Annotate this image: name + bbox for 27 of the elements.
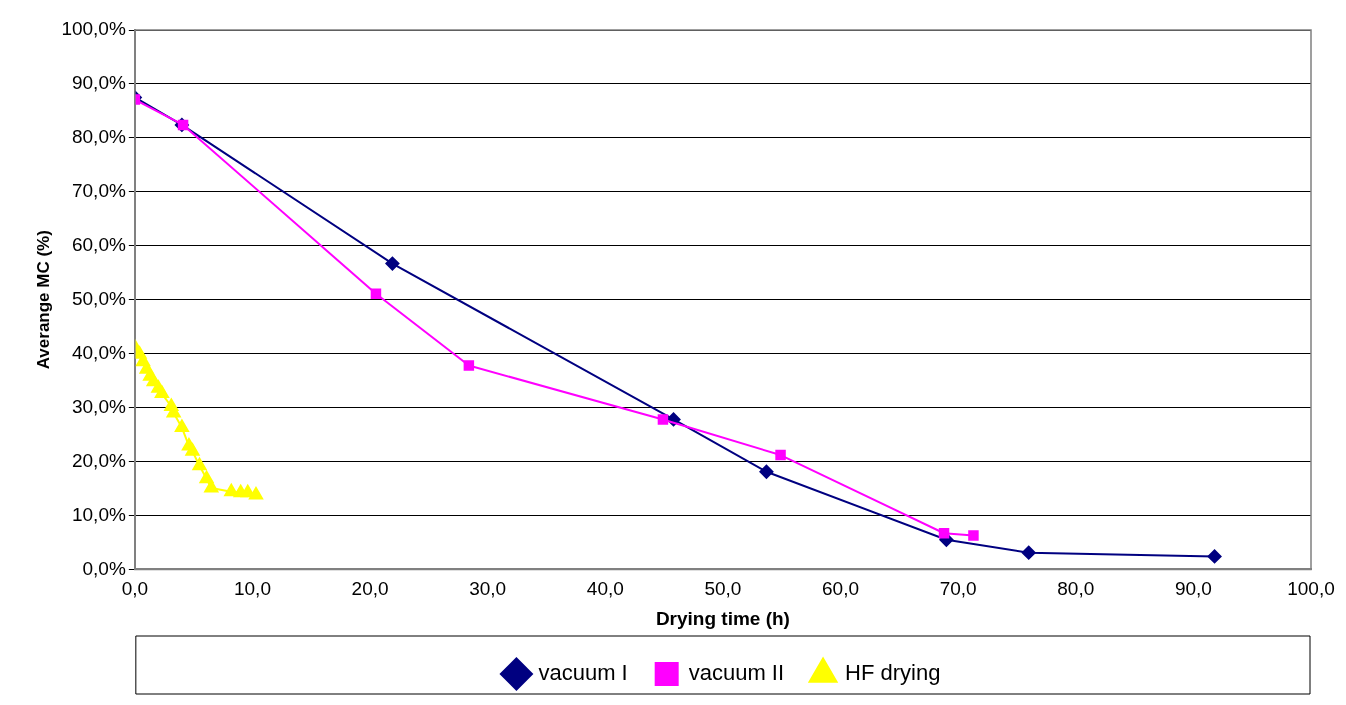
legend-label: HF drying	[845, 660, 941, 686]
y-tick-label: 0,0%	[82, 557, 126, 579]
y-tick-label: 10,0%	[71, 503, 126, 525]
x-tick-label: 20,0	[351, 578, 389, 600]
x-tick-label: 90,0	[1174, 578, 1212, 600]
y-tick-label: 20,0%	[71, 449, 126, 471]
y-tick-label: 40,0%	[71, 341, 126, 363]
y-tick-label: 100,0%	[61, 18, 126, 40]
y-tick-label: 90,0%	[71, 72, 126, 94]
x-axis-title: Drying time (h)	[655, 607, 790, 629]
x-tick-label: 70,0	[939, 578, 977, 600]
x-tick-label: 60,0	[822, 578, 860, 600]
y-tick-label: 50,0%	[71, 287, 126, 309]
x-tick-label: 0,0	[121, 578, 149, 600]
x-tick-label: 80,0	[1057, 578, 1095, 600]
x-tick-label: 40,0	[586, 578, 624, 600]
x-tick-label: 30,0	[469, 578, 507, 600]
legend-label: vacuum II	[688, 660, 785, 686]
y-tick-label: 30,0%	[71, 395, 126, 417]
y-tick-label: 60,0%	[71, 233, 126, 255]
x-tick-label: 100,0	[1287, 578, 1335, 600]
y-tick-label: 70,0%	[71, 180, 126, 202]
x-tick-label: 50,0	[704, 578, 742, 600]
legend-label: vacuum I	[538, 660, 628, 686]
y-axis-title: Averange MC (%)	[33, 230, 53, 370]
x-tick-label: 10,0	[233, 578, 271, 600]
y-tick-label: 80,0%	[71, 126, 126, 148]
